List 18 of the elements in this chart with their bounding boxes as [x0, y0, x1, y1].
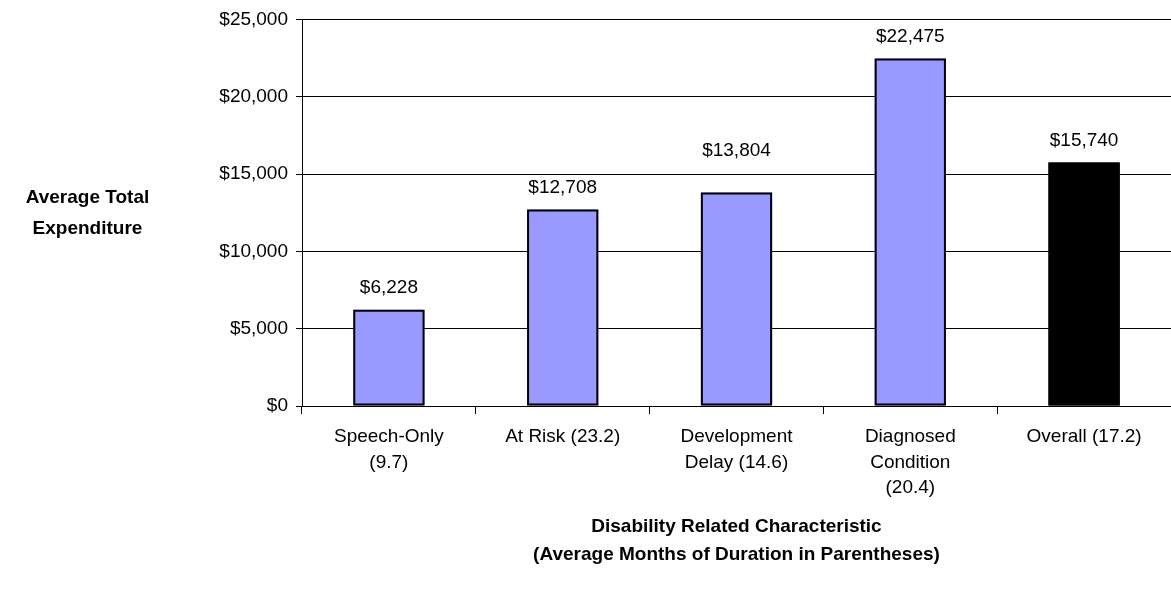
- y-tick-label: $15,000: [219, 162, 288, 184]
- data-label: $15,740: [1049, 129, 1119, 151]
- y-tick-label: $0: [266, 394, 288, 416]
- x-tick-label: Overall (17.2): [1026, 425, 1142, 447]
- x-tick-label: At Risk (23.2): [505, 425, 621, 447]
- data-label: $13,804: [702, 138, 772, 160]
- x-tick-label: Diagnosed Condition (20.4): [864, 425, 956, 498]
- data-label: $6,228: [359, 276, 418, 298]
- y-tick-label: $25,000: [219, 7, 288, 29]
- y-axis-title: Average Total Expenditure: [24, 185, 151, 240]
- y-tick-label: $10,000: [219, 239, 288, 261]
- data-label: $12,708: [528, 176, 598, 198]
- x-tick-label: Speech-Only (9.7): [333, 425, 445, 472]
- y-tick-label: $5,000: [229, 316, 288, 338]
- data-label: $22,475: [875, 25, 945, 47]
- x-axis-title: Disability Related Characteristic (Average Months of Duration in Parentheses): [532, 514, 941, 566]
- x-tick-label: Development Delay (14.6): [680, 425, 794, 472]
- y-tick-label: $20,000: [219, 84, 288, 106]
